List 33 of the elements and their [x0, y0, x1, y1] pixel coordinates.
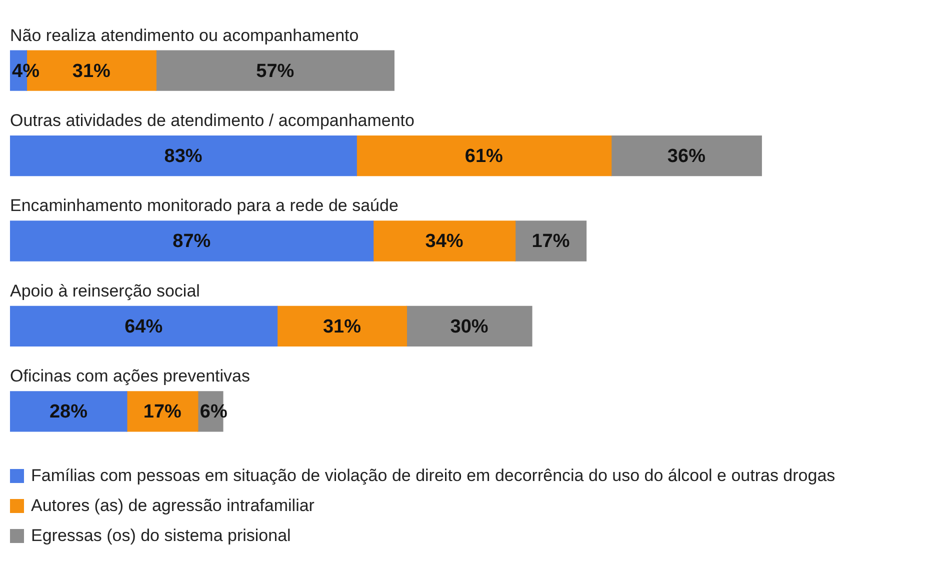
data-label: 64%: [124, 316, 163, 338]
data-label: 57%: [256, 60, 294, 82]
data-label: 17%: [143, 402, 182, 423]
y-tick-label: Não realiza atendimento ou acompanhamento: [10, 26, 359, 45]
y-tick-label: Outras atividades de atendimento / acompanhamento: [10, 110, 414, 130]
data-label: 87%: [172, 231, 211, 252]
legend-label: Egressas (os) do sistema prisional: [31, 526, 291, 546]
legend-label: Famílias com pessoas em situação de violação de direito em decorrência do uso do álcool e outras drogas: [31, 466, 836, 486]
bar: [356, 135, 612, 176]
bar: [610, 135, 762, 176]
data-label: 28%: [49, 402, 88, 423]
data-label: 61%: [464, 146, 504, 168]
bar: [10, 306, 278, 347]
data-label: 83%: [164, 146, 202, 168]
data-label: 31%: [72, 60, 111, 82]
y-tick-label: Encaminhamento monitorado para a rede de saúde: [10, 196, 398, 216]
bar: [276, 306, 408, 347]
bar: [406, 306, 532, 347]
bar: [514, 220, 587, 262]
bar: [156, 50, 394, 91]
y-tick-label: Oficinas com ações preventivas: [10, 366, 250, 386]
data-label: 31%: [322, 316, 362, 338]
y-tick-label: Apoio à reinserção social: [10, 281, 200, 300]
bar: [126, 391, 198, 432]
data-label: 17%: [532, 231, 570, 252]
bar: [10, 391, 128, 432]
bar: [10, 135, 357, 176]
bar: [10, 220, 374, 262]
bar: [372, 220, 516, 262]
legend-label: Autores (as) de agressão intrafamiliar: [31, 496, 314, 516]
data-label: 34%: [425, 231, 464, 252]
data-label: 36%: [667, 146, 706, 168]
data-label: 30%: [450, 316, 488, 338]
